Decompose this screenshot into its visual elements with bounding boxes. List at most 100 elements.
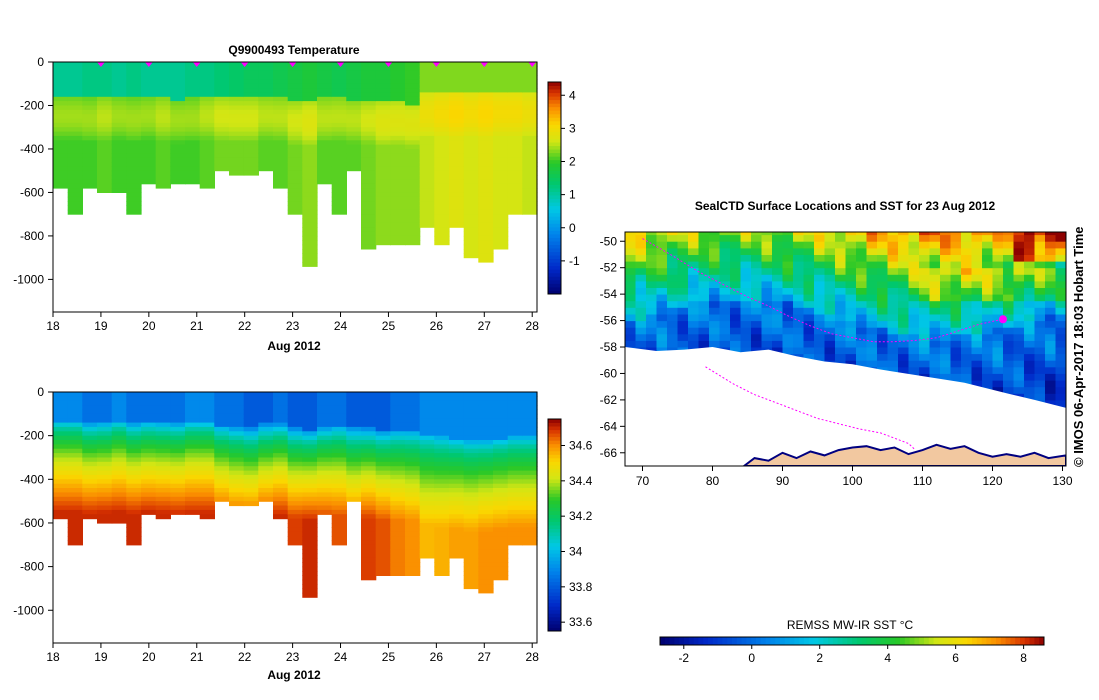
section-cell [507, 470, 523, 476]
sst-cell [971, 373, 983, 381]
section-cell [478, 553, 494, 559]
section-cell [449, 466, 465, 472]
sst-cell [856, 320, 867, 328]
section-cell [434, 183, 450, 189]
section-cell [141, 170, 157, 176]
section-cell [463, 557, 479, 563]
sst-cell [646, 314, 657, 322]
section-cell [390, 400, 406, 406]
section-cell [522, 518, 538, 524]
section-cell [449, 536, 465, 542]
section-cell [229, 144, 245, 150]
sst-cell [656, 287, 668, 295]
section-cell [287, 496, 303, 502]
sst-cell [646, 254, 657, 262]
section-cell [463, 453, 479, 459]
sst-cell [866, 307, 878, 315]
sst-cell [919, 232, 930, 236]
section-cell [434, 466, 450, 472]
section-cell [493, 231, 509, 237]
sst-cell [877, 320, 888, 328]
section-cell [82, 96, 98, 102]
section-cell [331, 496, 347, 502]
sst-cell [772, 267, 783, 275]
sst-cell [677, 307, 689, 315]
section-cell [229, 135, 245, 141]
sst-cell [961, 294, 972, 302]
section-cell [434, 201, 450, 206]
section-cell [375, 396, 391, 402]
section-cell [375, 101, 391, 106]
section-cell [434, 392, 450, 397]
sst-cell [730, 347, 741, 355]
section-cell [141, 114, 157, 120]
section-cell [361, 501, 377, 507]
section-cell [302, 396, 318, 402]
section-cell [67, 505, 83, 511]
sst-colorbar-swatch [885, 637, 891, 645]
sst-cell [667, 333, 678, 341]
section-cell [375, 196, 391, 202]
section-cell [405, 549, 421, 555]
section-cell [317, 157, 333, 163]
sst-cell [1034, 254, 1046, 262]
sst-cell [835, 353, 846, 361]
sst-cell [908, 247, 920, 255]
section-cell [185, 409, 201, 415]
section-cell [317, 114, 333, 120]
section-cell [141, 466, 157, 472]
section-cell [507, 205, 523, 211]
section-cell [522, 483, 538, 489]
section-cell [229, 88, 245, 93]
sst-cell [1003, 261, 1014, 269]
sst-cell [698, 241, 710, 249]
section-cell [97, 453, 113, 459]
section-cell [111, 518, 127, 524]
section-cell [126, 509, 142, 515]
section-cell [229, 79, 245, 85]
section-cell [229, 470, 245, 476]
section-cell [82, 122, 98, 128]
sst-cell [772, 320, 783, 328]
section-cell [141, 479, 157, 485]
section-cell [507, 175, 523, 180]
sst-cell [1003, 380, 1014, 388]
section-cell [273, 418, 289, 424]
section-cell [449, 114, 465, 120]
sst-cell [898, 232, 909, 236]
sst-cell [1055, 261, 1066, 269]
section-cell [126, 474, 142, 480]
sst-cell [887, 353, 899, 361]
section-cell [346, 83, 362, 89]
sst-cell [845, 267, 857, 275]
section-cell [53, 66, 69, 72]
section-cell [434, 140, 450, 146]
section-cell [346, 418, 362, 424]
sst-cell [625, 280, 636, 288]
sst-cell [719, 340, 731, 348]
section-cell [449, 105, 465, 111]
sst-cell [1055, 241, 1066, 249]
section-cell [185, 135, 201, 141]
section-cell [287, 514, 303, 520]
sst-cell [698, 274, 710, 282]
sst-cell [667, 340, 678, 348]
section-cell [463, 70, 479, 76]
section-cell [463, 549, 479, 555]
sst-cell [803, 307, 815, 315]
section-cell [478, 144, 494, 150]
section-cell [229, 453, 245, 459]
section-cell [449, 75, 465, 80]
sst-cell [950, 254, 962, 262]
section-cell [375, 453, 391, 459]
section-cell [361, 96, 377, 102]
section-cell [53, 505, 69, 511]
section-cell [478, 118, 494, 124]
section-cell [82, 109, 98, 115]
sst-cell [814, 333, 825, 341]
sst-cell [751, 287, 762, 295]
section-cell [155, 514, 171, 520]
sst-cell [950, 366, 962, 374]
section-cell [82, 101, 98, 106]
section-cell [53, 70, 69, 76]
